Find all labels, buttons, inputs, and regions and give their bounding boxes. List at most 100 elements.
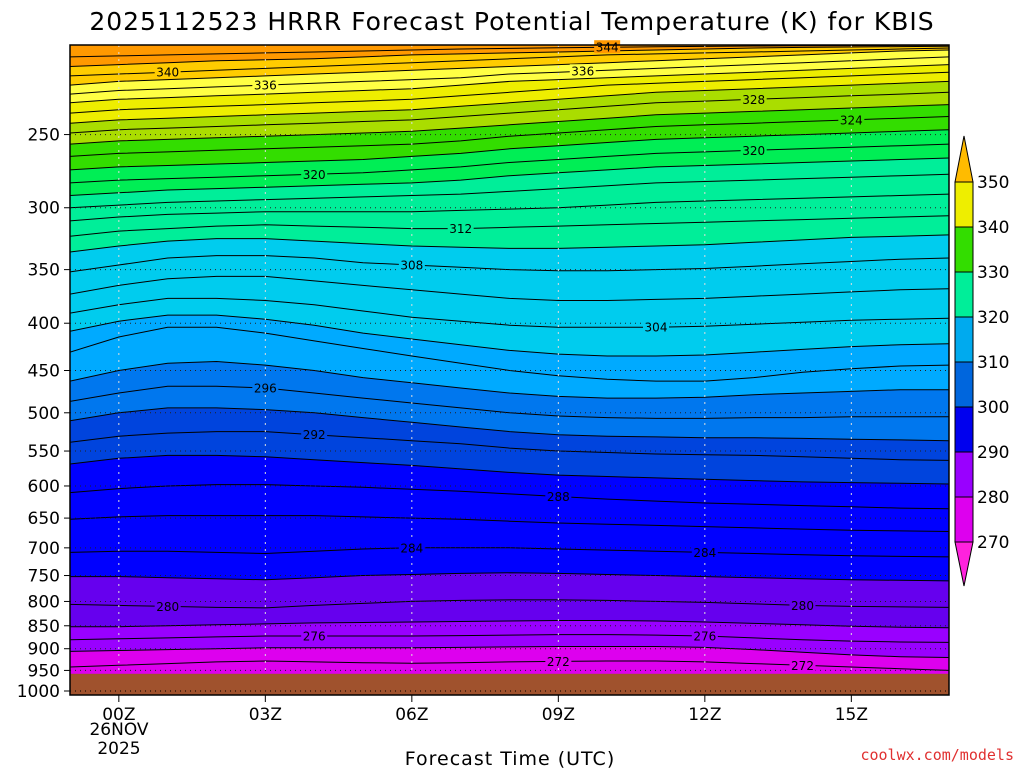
contour-label-324-5: 324	[840, 113, 863, 127]
contour-label-280-16: 280	[156, 600, 179, 614]
date-label-day: 26NOV	[89, 720, 148, 740]
contour-label-336-3: 336	[571, 65, 594, 79]
contour-label-340-1: 340	[156, 66, 179, 80]
colorbar-label-350: 350	[977, 173, 1009, 193]
contour-label-bg-20	[545, 654, 572, 668]
colorbar-seg-340	[954, 181, 974, 228]
isentrope-310	[70, 234, 949, 253]
contour-label-312-8: 312	[449, 222, 472, 236]
colorbar-seg-300	[954, 361, 974, 408]
y-tick-label-750: 750	[28, 567, 60, 587]
contour-label-280-17: 280	[791, 599, 814, 613]
isentrope-296	[70, 385, 949, 419]
contour-label-layer: 344 340 336 336 328 324 320 320 312 308 304 296 292 2…	[154, 40, 865, 673]
colorbar-high-arrow	[954, 135, 974, 183]
contour-label-272-20: 272	[547, 655, 570, 669]
contour-label-336-2: 336	[254, 79, 277, 93]
colorbar-seg-320	[954, 271, 974, 318]
x-tick-label-15Z: 15Z	[835, 705, 868, 725]
contour-label-276-19: 276	[693, 630, 716, 644]
colorbar-seg-330	[954, 226, 974, 273]
isentrope-300	[70, 326, 949, 382]
colorbar-label-320: 320	[977, 308, 1009, 328]
contour-label-bg-9	[398, 258, 425, 272]
isentrope-292	[70, 431, 949, 461]
x-axis: 00Z 03Z 06Z 09Z 12Z 15Z	[102, 695, 868, 725]
contour-label-bg-21	[789, 658, 816, 672]
colorbar-label-280: 280	[977, 488, 1009, 508]
y-tick-label-300: 300	[28, 199, 60, 219]
contour-label-284-15: 284	[693, 546, 716, 560]
y-axis: 250 300 350 400 450 500 550 600 650 700 750 800 850 9…	[17, 126, 70, 702]
isentrope-340	[70, 47, 949, 77]
isentrope-304	[70, 297, 949, 328]
y-tick-label-550: 550	[28, 442, 60, 462]
y-tick-label-650: 650	[28, 509, 60, 529]
isentrope-322	[70, 129, 949, 171]
isentrope-318	[70, 157, 949, 196]
ground-layer	[70, 673, 949, 695]
date-label-year: 2025	[97, 739, 140, 759]
contour-label-bg-15	[691, 545, 718, 559]
isentrope-290	[70, 454, 949, 485]
contour-label-bg-6	[740, 143, 767, 157]
colorbar-low-arrow	[954, 541, 974, 587]
isentrope-338	[70, 49, 949, 86]
contour-label-bg-3	[569, 64, 596, 78]
x-tick-label-12Z: 12Z	[688, 705, 721, 725]
isentrope-294	[70, 407, 949, 442]
isentrope-286	[70, 515, 949, 532]
isentrope-276	[70, 634, 949, 643]
contour-label-308-9: 308	[400, 259, 423, 273]
y-tick-label-1000: 1000	[17, 682, 60, 702]
isentrope-344	[70, 45, 949, 58]
isentrope-288	[70, 484, 949, 510]
y-tick-label-600: 600	[28, 477, 60, 497]
credit-link[interactable]: coolwx.com/models	[860, 746, 1014, 764]
colorbar-label-290: 290	[977, 443, 1009, 463]
contour-label-276-18: 276	[303, 630, 326, 644]
colorbar-seg-270	[954, 496, 974, 543]
contour-label-bg-18	[301, 629, 328, 643]
isentrope-332	[70, 71, 949, 114]
colorbar-label-300: 300	[977, 398, 1009, 418]
isentrope-330	[70, 80, 949, 124]
isentrope-336	[70, 56, 949, 95]
contour-label-292-12: 292	[303, 428, 326, 442]
y-tick-label-700: 700	[28, 539, 60, 559]
isentrope-316	[70, 173, 949, 209]
y-tick-label-250: 250	[28, 126, 60, 146]
isentrope-layer	[70, 45, 949, 671]
contour-label-320-7: 320	[303, 168, 326, 182]
isentrope-302	[70, 314, 949, 357]
x-tick-label-03Z: 03Z	[249, 705, 282, 725]
x-tick-label-00Z: 00Z	[102, 705, 135, 725]
isentrope-324	[70, 116, 949, 157]
x-tick-label-06Z: 06Z	[395, 705, 428, 725]
isentrope-334	[70, 64, 949, 104]
theta-fill-layer	[70, 45, 949, 695]
isentrope-278	[70, 620, 949, 629]
colorbar-label-340: 340	[977, 218, 1009, 238]
isentrope-284	[70, 547, 949, 558]
contour-label-bg-19	[691, 629, 718, 643]
colorbar-label-330: 330	[977, 263, 1009, 283]
y-tick-label-950: 950	[28, 661, 60, 681]
isentrope-298	[70, 360, 949, 399]
isentrope-320	[70, 143, 949, 184]
y-tick-label-350: 350	[28, 261, 60, 281]
contour-label-bg-11	[252, 380, 279, 394]
isentrope-274	[70, 646, 949, 658]
contour-label-bg-14	[398, 540, 425, 554]
contour-label-320-6: 320	[742, 144, 765, 158]
contour-label-bg-16	[154, 599, 181, 613]
isentrope-306	[70, 275, 949, 301]
contour-label-bg-2	[252, 78, 279, 92]
contour-label-328-4: 328	[742, 93, 765, 107]
contour-label-bg-13	[545, 489, 572, 503]
chart-title: 2025112523 HRRR Forecast Potential Tempe…	[89, 7, 934, 36]
colorbar-label-310: 310	[977, 353, 1009, 373]
y-tick-label-500: 500	[28, 404, 60, 424]
colorbar-label-270: 270	[977, 533, 1009, 553]
